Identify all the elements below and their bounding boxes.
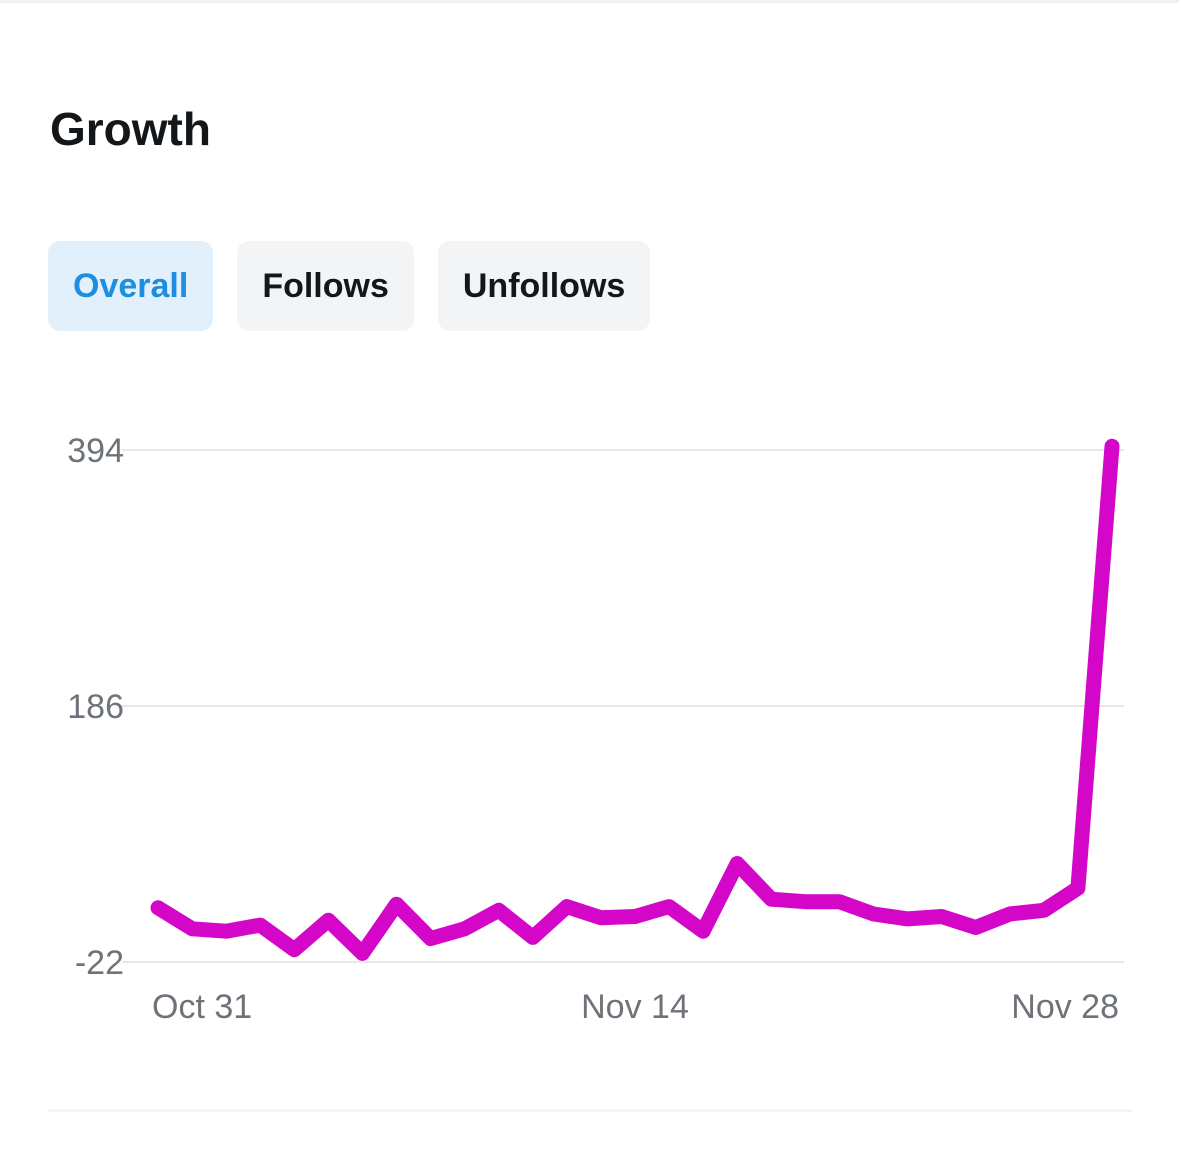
series-line [150, 438, 1120, 961]
y-tick-label: -22 [75, 944, 124, 982]
y-axis-ticks: 394 186 -22 [67, 432, 124, 982]
x-tick-label: Oct 31 [152, 988, 252, 1026]
bottom-divider [48, 1109, 1132, 1112]
y-tick-label: 394 [67, 432, 124, 470]
top-divider [0, 0, 1179, 3]
growth-tab-bar: Overall Follows Unfollows [48, 241, 651, 331]
tab-follows[interactable]: Follows [237, 241, 414, 331]
x-tick-label: Nov 14 [581, 988, 689, 1026]
x-tick-label: Nov 28 [1011, 988, 1119, 1026]
series-layer [150, 438, 1120, 961]
growth-line-chart: 394 186 -22 Oct 31 Nov 14 Nov 28 [67, 432, 1124, 1026]
tab-unfollows[interactable]: Unfollows [437, 241, 651, 331]
tab-overall[interactable]: Overall [48, 241, 214, 331]
gridlines [122, 449, 1124, 963]
x-axis-ticks: Oct 31 Nov 14 Nov 28 [152, 988, 1119, 1026]
y-tick-label: 186 [67, 688, 124, 726]
section-title: Growth [50, 103, 211, 155]
